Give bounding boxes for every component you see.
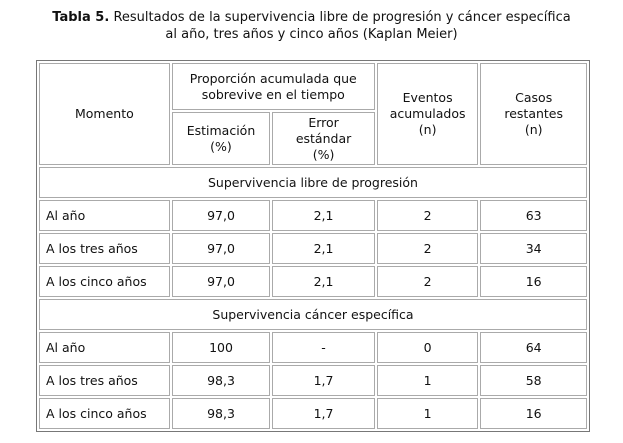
data-cell: A los tres años [39,365,170,396]
header-text: (n) [524,122,543,137]
table-title: Tabla 5. Resultados de la supervivencia … [0,9,623,43]
header-text: (%) [210,138,232,154]
data-cell: 16 [480,398,587,429]
data-cell: 1,7 [272,398,375,429]
header-text: Eventos [402,90,453,105]
header-cell: Eventos acumulados (n) [376,63,479,165]
data-cell: Al año [39,200,170,231]
header-text: Casos [515,90,553,105]
section-title: Supervivencia cáncer específica [39,299,587,330]
header-text: (n) [418,122,437,137]
data-row: A los cinco años 97,0 2,1 2 16 [39,266,587,297]
section-row: Supervivencia libre de progresión [39,167,587,198]
header-text: estándar [295,130,352,146]
data-row: A los tres años 97,0 2,1 2 34 [39,233,587,264]
header-text: Proporción acumulada que [189,70,357,86]
data-row: Al año 97,0 2,1 2 63 [39,200,587,231]
data-cell: 2 [376,266,479,297]
header-text: Error [308,114,339,130]
data-cell: 97,0 [171,266,271,297]
data-row: Al año 100-0 64 [39,332,587,363]
data-row: A los tres años 98,3 1,7 1 58 [39,365,587,396]
title-text: al año, tres años y cinco años (Kaplan M… [165,27,458,42]
data-cell: 64 [480,332,587,363]
header-text: sobrevive en el tiempo [201,86,345,102]
data-cell: Al año [39,332,170,363]
data-cell: 34 [480,233,587,264]
header-text: Momento [74,106,134,121]
data-cell: 98,3 [171,398,271,429]
title-line: Tabla 5. Resultados de la supervivencia … [0,9,623,26]
header-cell: Momento [39,63,170,165]
data-cell: 100 [171,332,271,363]
data-cell: 97,0 [171,233,271,264]
header-text: acumulados [389,106,466,121]
data-cell: A los tres años [39,233,170,264]
data-cell: 2 [376,233,479,264]
header-cell: Proporción acumulada que sobrevive en el … [171,63,375,110]
data-cell: 16 [480,266,587,297]
data-table: Momento Proporción acumulada que sobrevive… [36,60,590,432]
header-text: restantes [504,106,564,121]
data-cell: 1 [376,365,479,396]
header-cell: Casos restantes (n) [480,63,587,165]
header-row: Estimación (%) Error estándar (%) [39,112,587,165]
header-text: (%) [312,146,335,162]
section-row: Supervivencia cáncer específica [39,299,587,330]
data-cell: 0 [376,332,479,363]
header-text: Estimación [186,122,256,138]
data-cell: 58 [480,365,587,396]
data-cell: A los cinco años [39,398,170,429]
data-cell: 1 [376,398,479,429]
header-cell: Error estándar (%) [272,112,375,165]
data-cell: 63 [480,200,587,231]
header-row: Momento Proporción acumulada que sobrevive… [39,63,587,165]
data-cell: 2,1 [272,266,375,297]
title-text: Resultados de la supervivencia libre de … [113,10,571,25]
data-cell: 2,1 [272,233,375,264]
header-cell: Estimación (%) [171,112,271,165]
data-cell: A los cinco años [39,266,170,297]
data-row: A los cinco años 98,3 1,7 1 16 [39,398,587,429]
data-cell: 97,0 [171,200,271,231]
data-cell: 1,7 [272,365,375,396]
title-label: Tabla 5. [52,10,110,25]
data-cell: 98,3 [171,365,271,396]
data-cell: 2,1 [272,200,375,231]
data-cell: - [272,332,375,363]
data-cell: 2 [376,200,479,231]
section-title: Supervivencia libre de progresión [39,167,587,198]
